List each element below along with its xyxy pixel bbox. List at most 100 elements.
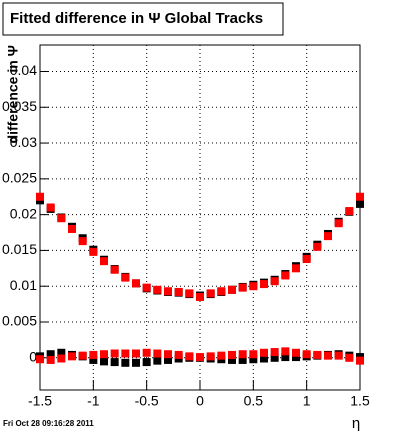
marker [196,292,204,301]
marker [36,192,44,201]
marker [249,350,258,359]
marker [238,355,247,364]
marker [228,350,236,359]
marker [270,353,279,362]
marker [164,287,172,296]
marker [238,350,247,359]
y-tick-label: 0.01 [10,277,37,293]
marker [249,355,258,364]
marker [228,285,236,294]
title-box [2,2,284,36]
marker [324,351,332,360]
marker [89,355,98,364]
marker [324,232,332,241]
marker [270,277,279,286]
y-tick-label: 0.005 [2,313,37,329]
marker [206,352,215,361]
marker [121,349,130,358]
marker [110,349,119,358]
x-tick-label: -1 [87,393,100,409]
marker [132,358,140,367]
marker [217,351,226,360]
marker [142,358,151,367]
marker [217,287,226,296]
marker [142,283,151,292]
y-tick-label: 0.04 [10,62,37,78]
marker [174,287,183,296]
marker [68,352,76,361]
marker [142,348,151,357]
x-tick-label: 1.5 [350,393,370,409]
marker [132,349,140,358]
marker [46,203,55,212]
x-tick-label: 0 [196,393,204,409]
marker [260,348,268,357]
marker [292,353,300,362]
marker [313,242,322,251]
marker [238,283,247,292]
y-tick-label: 0.025 [2,170,37,186]
marker [185,289,194,298]
marker [345,207,354,216]
y-tick-label: 0.02 [10,205,37,221]
marker [228,355,236,364]
marker [206,289,215,298]
marker [281,353,290,362]
y-tick-label: 0.03 [10,134,37,150]
marker [260,280,268,289]
x-tick-label: -1.5 [28,393,52,409]
marker [78,237,87,246]
y-axis-label: difference in Ψ [5,45,21,143]
marker [153,285,162,294]
y-tick-label: 0.015 [2,241,37,257]
marker [249,282,258,291]
marker [292,348,300,357]
marker [153,349,162,358]
marker [185,352,194,361]
marker [281,347,290,356]
marker [89,247,98,256]
marker [260,354,268,363]
marker [356,356,364,365]
marker [164,350,172,359]
marker [57,214,66,223]
marker [36,355,44,364]
y-tick-label: 0 [29,348,37,364]
marker [281,271,290,280]
footer: Fri Oct 28 09:16:28 2011 [3,419,94,428]
marker [100,350,108,359]
marker [302,255,311,264]
marker [356,199,364,208]
marker [46,350,55,359]
marker [196,353,204,362]
marker [302,350,311,359]
y-tick-label: 0.035 [2,98,37,114]
marker [46,355,55,364]
marker [313,350,322,359]
marker [68,224,76,233]
x-axis-label: η [352,415,360,432]
marker [164,355,172,364]
x-tick-label: 0.5 [244,393,264,409]
marker [292,264,300,273]
marker [121,273,130,282]
marker [270,348,279,357]
marker [100,257,108,266]
chart-title: Fitted difference in Ψ Global Tracks [10,10,263,27]
marker [334,219,343,228]
x-tick-label: -0.5 [135,393,159,409]
marker [345,353,354,362]
marker [57,354,66,363]
marker [132,279,140,288]
marker [334,351,343,360]
marker [174,350,183,359]
x-tick-label: 1 [303,393,311,409]
marker [100,357,108,366]
plot-frame [39,44,361,391]
marker [153,356,162,365]
marker [110,265,119,274]
marker [356,192,364,201]
marker [110,358,119,367]
marker [57,348,66,357]
